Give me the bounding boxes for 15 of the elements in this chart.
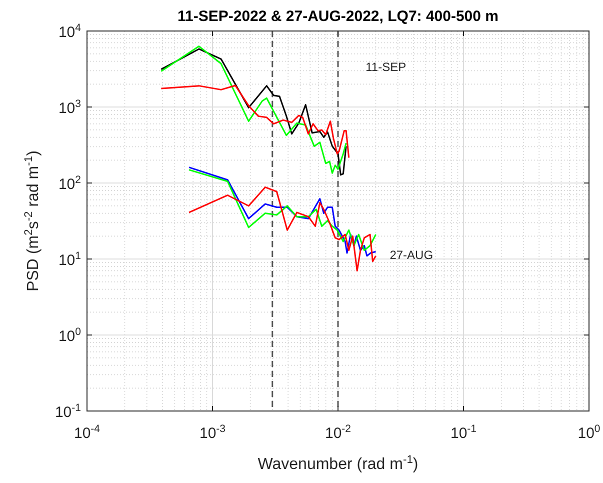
chart-title: 11-SEP-2022 & 27-AUG-2022, LQ7: 400-500 m <box>178 8 498 25</box>
x-tick-label: 10$^{-3}$ <box>199 423 226 442</box>
y-tick-label: 10$^{1}$ <box>58 250 82 269</box>
annotation: 27-AUG <box>390 248 434 262</box>
annotation: 11-SEP <box>366 60 406 74</box>
y-tick-label: 10$^{3}$ <box>58 98 82 117</box>
x-tick-label: 10$^{-1}$ <box>450 423 477 442</box>
x-tick-label: 10$^{-2}$ <box>324 423 352 442</box>
x-tick-label: 10$^{0}$ <box>578 423 600 442</box>
y-tick-label: 10$^{4}$ <box>58 22 82 41</box>
x-tick-label: 10$^{-4}$ <box>74 423 100 442</box>
y-tick-label: 10$^{2}$ <box>58 174 82 193</box>
x-axis-title: Wavenumber (rad m$^{-1}$) <box>258 454 418 473</box>
y-tick-label: 10$^{0}$ <box>58 326 82 345</box>
y-tick-label: 10$^{-1}$ <box>54 402 82 421</box>
